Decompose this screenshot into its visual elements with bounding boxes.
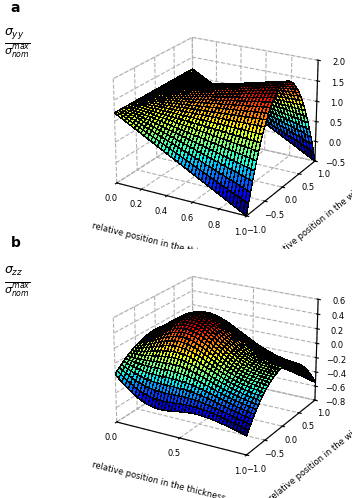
Text: a: a <box>11 1 20 15</box>
Text: $\overline{\sigma^{max}_{nom}}$: $\overline{\sigma^{max}_{nom}}$ <box>4 281 30 299</box>
Text: $\sigma_{zz}$: $\sigma_{zz}$ <box>4 265 23 278</box>
X-axis label: relative position in the thickness: relative position in the thickness <box>91 221 226 264</box>
Y-axis label: relative position in the widt: relative position in the widt <box>270 183 352 262</box>
Text: $\sigma_{yy}$: $\sigma_{yy}$ <box>4 26 24 41</box>
X-axis label: relative position in the thickness: relative position in the thickness <box>91 460 226 498</box>
Text: b: b <box>11 236 20 249</box>
Y-axis label: relative position in the width: relative position in the width <box>268 421 352 498</box>
Text: $\overline{\sigma^{max}_{nom}}$: $\overline{\sigma^{max}_{nom}}$ <box>4 42 30 60</box>
